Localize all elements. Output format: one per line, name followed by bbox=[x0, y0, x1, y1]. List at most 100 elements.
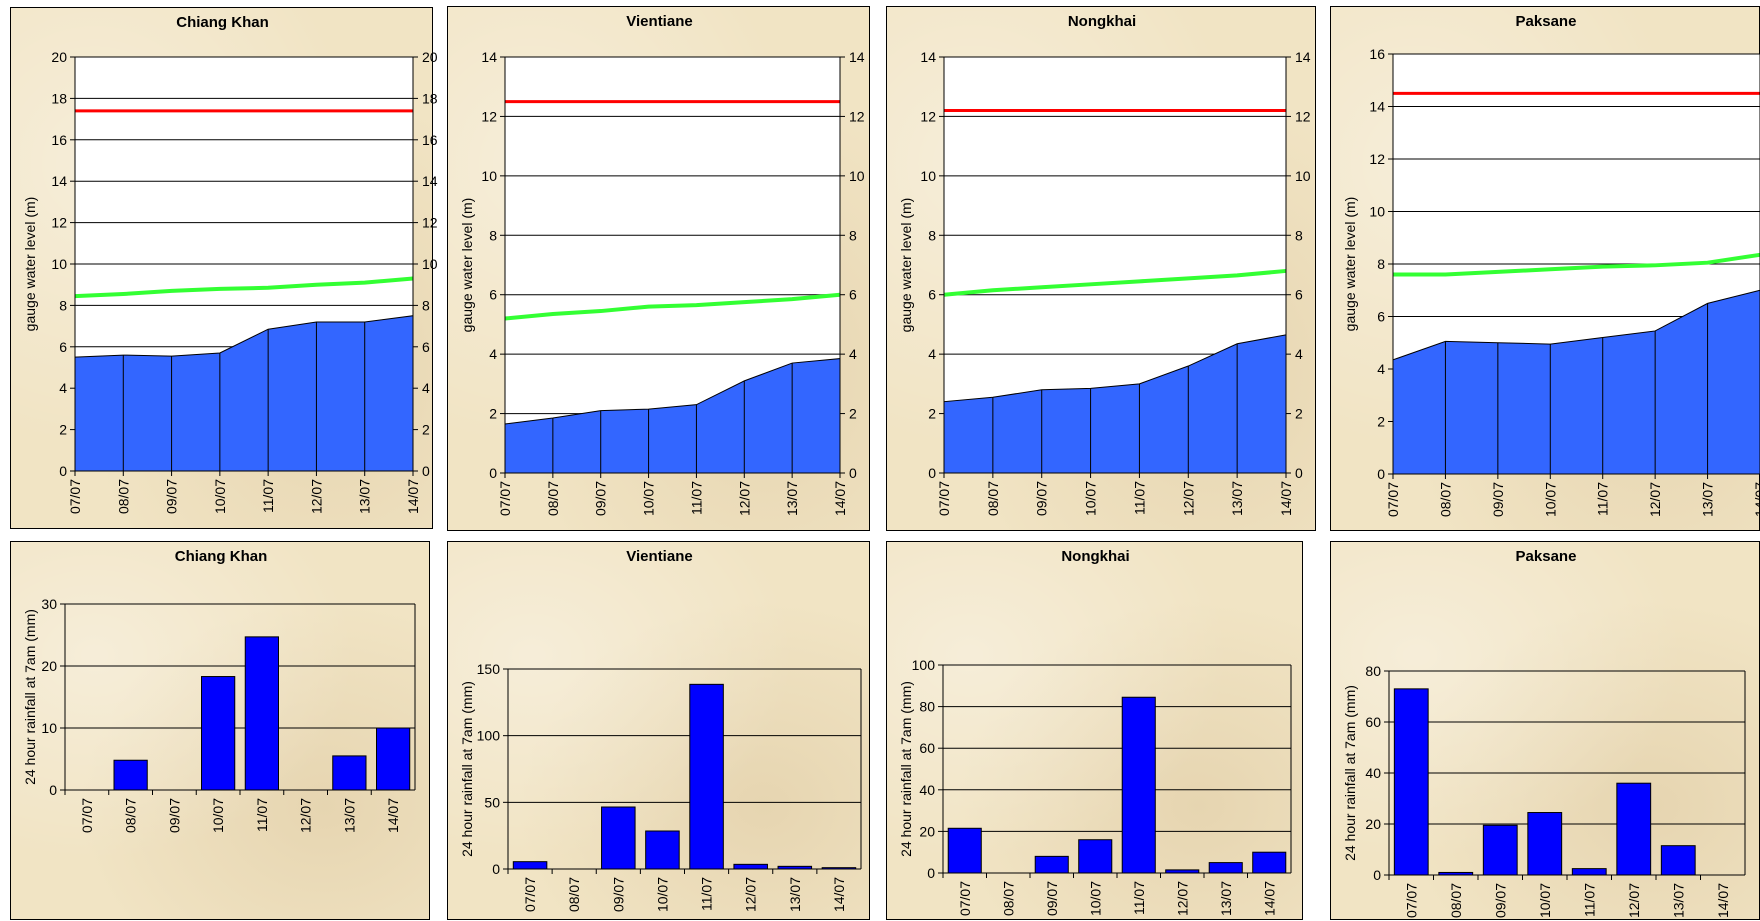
x-tick-label: 13/07 bbox=[1218, 881, 1234, 916]
x-tick-label: 09/07 bbox=[164, 479, 180, 514]
y-tick-label: 80 bbox=[1365, 663, 1381, 679]
y-tick-label: 6 bbox=[928, 287, 936, 303]
x-tick-label: 13/07 bbox=[787, 877, 803, 912]
chart-title: Paksane bbox=[1516, 13, 1577, 30]
x-tick-label: 07/07 bbox=[522, 877, 538, 912]
y-tick-label: 100 bbox=[912, 657, 936, 673]
y-tick-label: 12 bbox=[51, 215, 67, 231]
x-tick-label: 12/07 bbox=[1180, 481, 1196, 516]
chart-svg: Nongkhai gauge water level (m) 0 0 2 2 4 4 6 6 8 8 1… bbox=[898, 13, 1311, 516]
chart-title: Vientiane bbox=[626, 13, 692, 30]
y-tick-label-right: 12 bbox=[1295, 108, 1311, 124]
x-tick-label: 09/07 bbox=[593, 481, 609, 516]
y-axis-label: gauge water level (m) bbox=[898, 198, 914, 333]
rainfall-bar bbox=[244, 636, 279, 791]
y-tick-label-right: 10 bbox=[1295, 168, 1311, 184]
y-tick-label-right: 6 bbox=[1295, 287, 1303, 303]
x-tick-label: 14/07 bbox=[1715, 883, 1731, 918]
y-tick-label: 8 bbox=[1377, 256, 1385, 272]
rainfall-bar bbox=[1393, 688, 1429, 876]
plot-frame bbox=[504, 56, 841, 474]
chart-title: Paksane bbox=[1516, 548, 1577, 565]
rainfall-bar bbox=[1121, 696, 1156, 874]
chart-svg: Chiang Khan 24 hour rainfall at 7am (mm) 0… bbox=[22, 548, 416, 833]
rainfall-bar bbox=[376, 727, 411, 791]
y-tick-label: 60 bbox=[919, 740, 935, 756]
x-tick-label: 09/07 bbox=[610, 877, 626, 912]
rainfall-bar bbox=[1078, 839, 1113, 874]
y-tick-label: 18 bbox=[51, 90, 67, 106]
x-tick-label: 08/07 bbox=[545, 481, 561, 516]
x-tick-label: 07/07 bbox=[957, 881, 973, 916]
chart-svg: Nongkhai 24 hour rainfall at 7am (mm) 0 20 4… bbox=[898, 548, 1292, 916]
x-tick-label: 13/07 bbox=[1229, 481, 1245, 516]
y-axis-label: 24 hour rainfall at 7am (mm) bbox=[459, 681, 475, 857]
y-tick-label: 150 bbox=[477, 661, 501, 677]
y-tick-label: 12 bbox=[1369, 151, 1385, 167]
x-tick-label: 07/07 bbox=[936, 481, 952, 516]
y-tick-label: 20 bbox=[41, 658, 57, 674]
y-tick-label-right: 12 bbox=[422, 215, 438, 231]
x-tick-label: 11/07 bbox=[688, 481, 704, 515]
rainfall-bar bbox=[1208, 862, 1243, 874]
x-tick-label: 12/07 bbox=[308, 479, 324, 514]
x-tick-label: 07/07 bbox=[79, 798, 95, 833]
chart-svg: Paksane 24 hour rainfall at 7am (mm) 0 20 40… bbox=[1342, 548, 1746, 918]
y-tick-label-right: 16 bbox=[422, 132, 438, 148]
y-tick-label: 10 bbox=[1369, 204, 1385, 220]
x-tick-label: 08/07 bbox=[123, 798, 139, 833]
x-tick-label: 13/07 bbox=[1670, 883, 1686, 918]
plot-frame bbox=[943, 56, 1287, 474]
y-tick-label-right: 8 bbox=[849, 227, 857, 243]
chart-title: Vientiane bbox=[626, 548, 692, 565]
y-tick-label: 14 bbox=[920, 49, 936, 65]
warning-level-line bbox=[74, 276, 414, 299]
rainfall-bar bbox=[1034, 855, 1069, 874]
y-tick-label: 0 bbox=[492, 861, 500, 877]
x-tick-label: 09/07 bbox=[1044, 881, 1060, 916]
chart-svg: Vientiane 24 hour rainfall at 7am (mm) 0 50… bbox=[459, 548, 862, 912]
water-level-chart-nongkhai: Nongkhai gauge water level (m) 0 0 2 2 4 4 6 6 8 8 1… bbox=[886, 6, 1316, 531]
rainfall-bar bbox=[1527, 812, 1563, 876]
y-tick-label-right: 0 bbox=[422, 463, 430, 479]
x-tick-label: 11/07 bbox=[699, 877, 715, 911]
rainfall-chart-paksane: Paksane 24 hour rainfall at 7am (mm) 0 20 40… bbox=[1330, 541, 1760, 920]
y-axis-label: gauge water level (m) bbox=[1342, 197, 1358, 332]
x-tick-label: 11/07 bbox=[1131, 881, 1147, 915]
x-tick-label: 10/07 bbox=[654, 877, 670, 912]
x-tick-label: 10/07 bbox=[212, 479, 228, 514]
warning-level-line bbox=[1393, 252, 1760, 277]
water-level-chart-chiang-khan: Chiang Khan gauge water level (m) 0 0 2 2 4 4 6 6… bbox=[10, 7, 438, 529]
x-tick-label: 11/07 bbox=[254, 798, 270, 832]
y-tick-label-right: 8 bbox=[1295, 227, 1303, 243]
rainfall-chart-vientiane: Vientiane 24 hour rainfall at 7am (mm) 0 50… bbox=[447, 541, 870, 920]
y-tick-label: 16 bbox=[1369, 46, 1385, 62]
x-tick-label: 12/07 bbox=[298, 798, 314, 833]
y-tick-label-right: 14 bbox=[422, 173, 438, 189]
x-tick-label: 07/07 bbox=[1403, 883, 1419, 918]
y-tick-label: 0 bbox=[928, 465, 936, 481]
y-tick-label: 12 bbox=[920, 108, 936, 124]
y-tick-label: 40 bbox=[1365, 765, 1381, 781]
x-tick-label: 10/07 bbox=[1087, 881, 1103, 916]
chart-svg: Chiang Khan gauge water level (m) 0 0 2 2 4 4 6 6… bbox=[22, 14, 438, 514]
x-tick-label: 11/07 bbox=[1581, 883, 1597, 917]
y-tick-label-right: 2 bbox=[849, 406, 857, 422]
y-tick-label: 10 bbox=[51, 256, 67, 272]
y-tick-label-right: 4 bbox=[1295, 346, 1303, 362]
y-axis-label: 24 hour rainfall at 7am (mm) bbox=[1342, 685, 1358, 861]
x-tick-label: 09/07 bbox=[1034, 481, 1050, 516]
rainfall-bar bbox=[201, 676, 236, 791]
x-tick-label: 10/07 bbox=[1083, 481, 1099, 516]
rainfall-bar bbox=[1571, 868, 1607, 876]
y-tick-label: 4 bbox=[59, 380, 67, 396]
x-tick-label: 11/07 bbox=[1595, 482, 1611, 516]
y-tick-label-right: 0 bbox=[849, 465, 857, 481]
rainfall-bar bbox=[733, 863, 768, 870]
rainfall-bar bbox=[645, 830, 680, 870]
y-axis-label: gauge water level (m) bbox=[22, 197, 38, 332]
x-tick-label: 10/07 bbox=[1542, 482, 1558, 517]
warning-level-line bbox=[943, 268, 1287, 297]
x-tick-label: 09/07 bbox=[1490, 482, 1506, 517]
